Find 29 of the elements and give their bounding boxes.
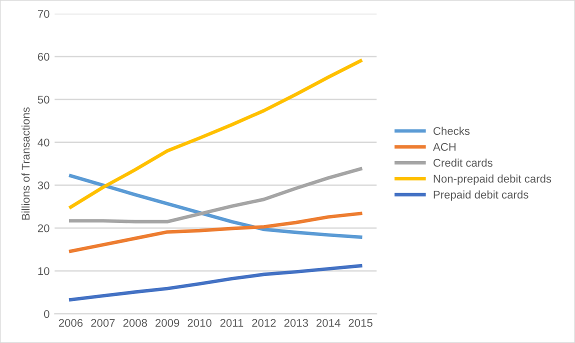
legend-label: Credit cards [434,158,492,167]
line-series [68,212,362,253]
y-tick-label: 40 [38,138,50,146]
x-tick-label: 2013 [284,319,308,327]
legend-label: Checks [434,126,470,135]
line-series [68,167,362,224]
x-tick-label: 2014 [316,319,340,327]
y-tick-label: 0 [44,310,50,318]
x-tick-label: 2010 [188,319,212,327]
x-tick-label: 2011 [220,319,244,327]
y-tick-label: 20 [38,224,50,232]
legend-label: ACH [432,142,456,151]
y-tick-label: 60 [38,52,50,61]
y-tick-label: 30 [38,181,50,190]
line-series [68,264,362,302]
y-tick-label: 50 [38,96,50,104]
y-tick-label: 10 [38,267,50,276]
y-tick-label: 70 [38,10,50,18]
legend-label: Non-prepaid debit cards [434,174,552,185]
x-tick-label: 2015 [348,319,372,327]
x-tick-label: 2006 [58,319,83,327]
legend-label: Prepaid debit cards [434,190,528,201]
y-axis-title: Billions of Transactions [21,107,30,220]
x-tick-label: 2012 [252,319,276,327]
x-tick-label: 2009 [156,319,180,327]
line-series [68,59,362,209]
x-tick-label: 2008 [123,319,147,327]
line-series [68,174,362,239]
x-tick-label: 2007 [91,319,115,327]
